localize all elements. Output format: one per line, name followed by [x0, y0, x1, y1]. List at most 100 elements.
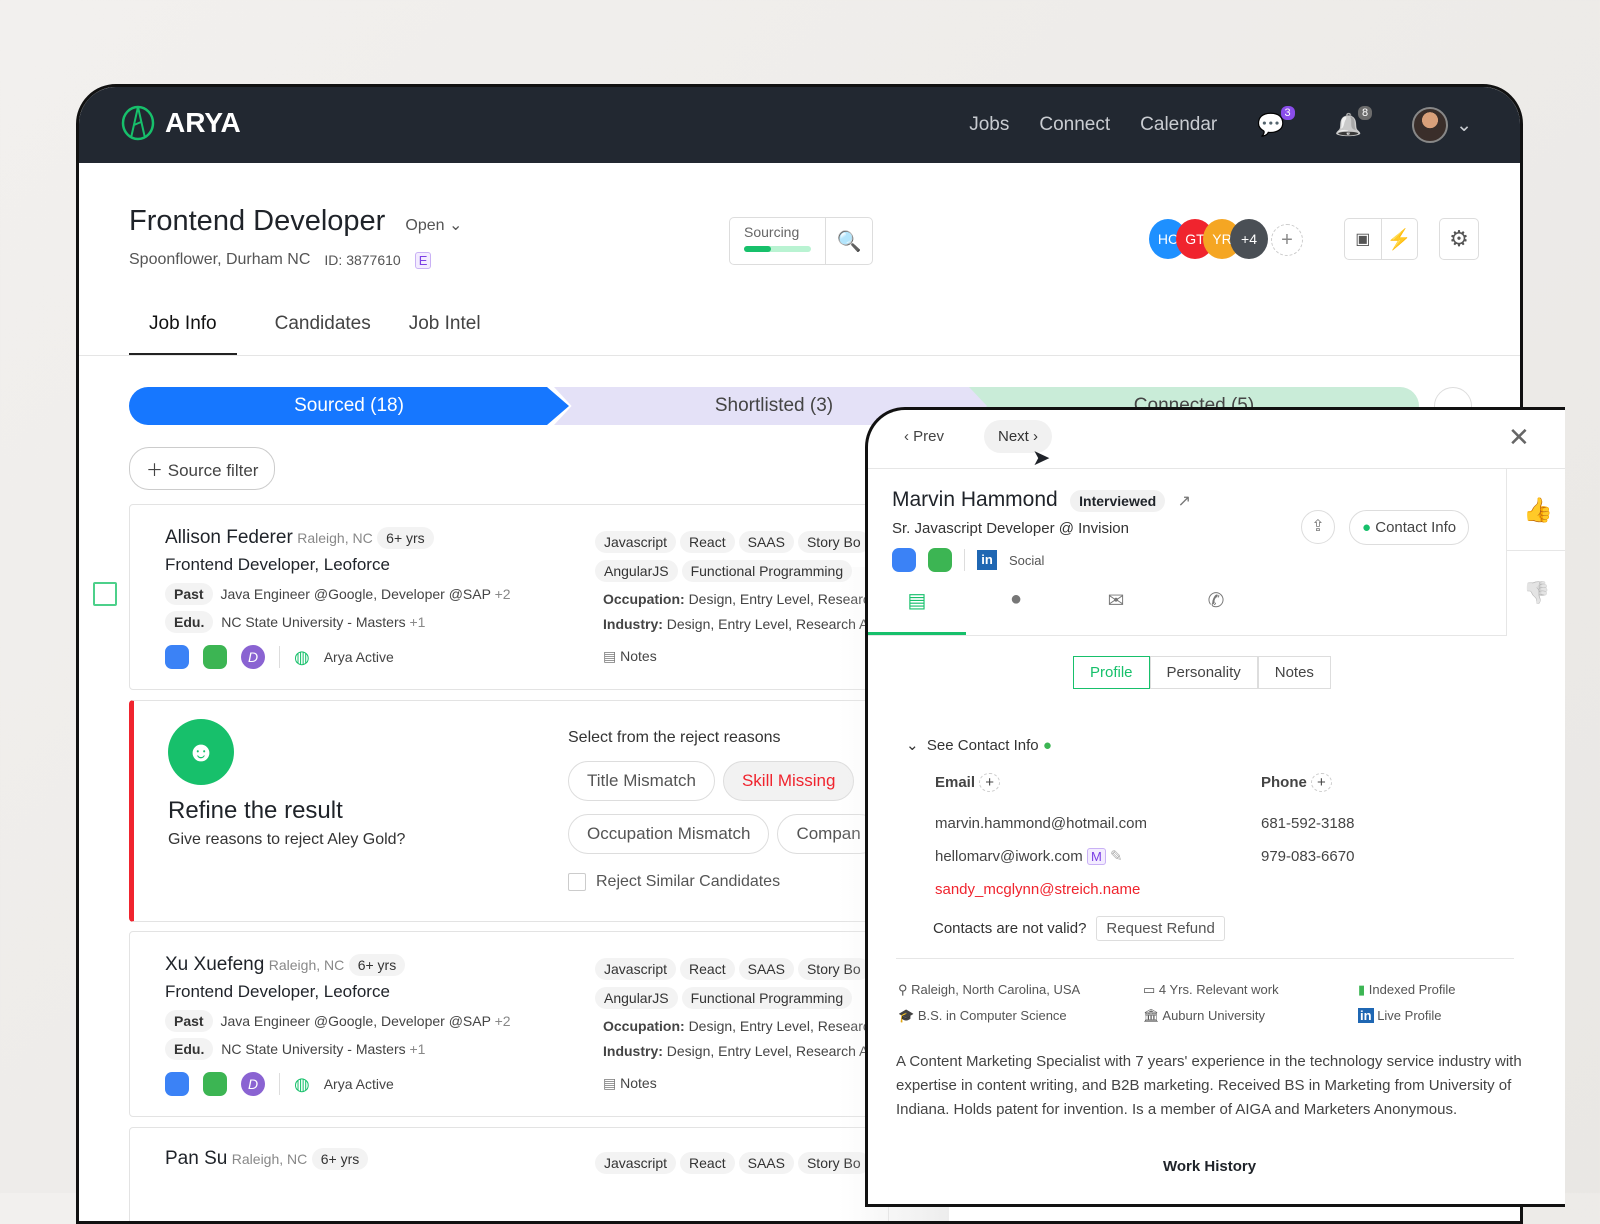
reason-skill-missing[interactable]: Skill Missing	[722, 761, 855, 801]
skill-chip: React	[680, 531, 735, 553]
sourcing-status[interactable]: Sourcing 🔍	[729, 217, 873, 265]
live-profile-link[interactable]: in Live Profile	[1358, 1008, 1442, 1023]
education: NC State University - Masters	[221, 1041, 406, 1057]
request-refund-button[interactable]: Request Refund	[1096, 916, 1225, 941]
experience-chip: 6+ yrs	[348, 954, 406, 976]
subtab-profile[interactable]: Profile	[1073, 656, 1150, 689]
past-label: Past	[165, 1010, 213, 1032]
edit-icon[interactable]: ✎	[1109, 848, 1123, 865]
brand-name: ARYA	[165, 107, 241, 138]
profile-card-icon[interactable]: ▤	[868, 588, 966, 635]
logo[interactable]: ARYA	[121, 105, 241, 141]
candidate-card[interactable]: Xu Xuefeng Raleigh, NC 6+ yrs Frontend D…	[129, 931, 889, 1117]
candidate-detail-panel: ‹ Prev Next › ✕ 👍 👎 Marvin Hammond Inter…	[865, 407, 1565, 1207]
mail-icon[interactable]: ✉	[1107, 590, 1125, 612]
social-link[interactable]: Social	[1009, 552, 1045, 568]
lightning-icon[interactable]: ⚡	[1386, 228, 1412, 251]
contact-icon: ●	[1362, 519, 1372, 536]
candidate-name: Marvin Hammond	[892, 488, 1058, 511]
tab-candidates[interactable]: Candidates	[274, 313, 371, 334]
linkedin-icon[interactable]: in	[977, 550, 997, 570]
select-candidate-checkbox[interactable]	[93, 582, 117, 606]
chat-icon[interactable]: ●	[1009, 588, 1023, 610]
tab-job-info[interactable]: Job Info	[129, 313, 237, 356]
thumbs-down-icon[interactable]: 👎	[1523, 580, 1551, 605]
user-menu[interactable]: ⌄	[1412, 107, 1472, 143]
skill-chip: Functional Programming	[681, 987, 853, 1009]
occupation-label: Occupation:	[603, 1018, 685, 1034]
tab-job-intel[interactable]: Job Intel	[408, 313, 481, 334]
source-filter-button[interactable]: ＋ Source filter	[129, 447, 276, 490]
candidate-header: Allison Federer Raleigh, NC 6+ yrs	[165, 527, 438, 549]
chatbot-icon[interactable]: ▣	[1345, 219, 1382, 259]
refine-title: Refine the result	[168, 797, 343, 824]
candidate-card[interactable]: Allison Federer Raleigh, NC 6+ yrs Front…	[129, 504, 889, 690]
occupation-value: Design, Entry Level, Researc	[688, 1018, 870, 1034]
see-contact-toggle[interactable]: ⌄ See Contact Info ●	[906, 737, 1052, 754]
email-badge: M	[1086, 848, 1106, 865]
prev-button[interactable]: ‹ Prev	[904, 428, 945, 445]
reject-similar-label: Reject Similar Candidates	[596, 873, 781, 890]
add-member-button[interactable]: +	[1271, 224, 1303, 256]
reason-occupation-mismatch[interactable]: Occupation Mismatch	[568, 814, 770, 854]
experience-fact: ▭ 4 Yrs. Relevant work	[1143, 982, 1279, 997]
team-avatars[interactable]: HC GT YR +4	[1149, 219, 1268, 259]
edu-more[interactable]: +1	[409, 614, 426, 630]
search-document-icon[interactable]: 🔍	[836, 230, 862, 253]
reject-similar-checkbox[interactable]	[568, 873, 586, 891]
stage-sourced[interactable]: Sourced (18)	[129, 387, 569, 425]
edu-more[interactable]: +1	[409, 1041, 426, 1057]
sourcing-label: Sourcing	[744, 224, 800, 240]
occupation-value: Design, Entry Level, Researc	[688, 591, 870, 607]
industry-value: Design, Entry Level, Research A	[666, 616, 869, 632]
job-status-dropdown[interactable]: Open ⌄	[405, 217, 463, 234]
add-phone-button[interactable]: +	[1311, 773, 1332, 792]
plus-icon: ＋	[146, 461, 163, 480]
phone-item[interactable]: 979-083-6670	[1261, 848, 1355, 865]
past-more[interactable]: +2	[494, 1013, 511, 1029]
verified-badge-icon	[892, 548, 916, 572]
email-item-invalid[interactable]: sandy_mcglynn@streich.name	[935, 881, 1141, 898]
skill-chip: React	[680, 1152, 735, 1174]
notes-button[interactable]: ▤ Notes	[603, 1075, 657, 1091]
subtab-notes[interactable]: Notes	[1257, 656, 1331, 689]
team-avatar[interactable]: +4	[1230, 219, 1268, 259]
nav-connect[interactable]: Connect	[1039, 114, 1111, 135]
add-email-button[interactable]: +	[979, 773, 1000, 792]
industry-label: Industry:	[603, 616, 663, 632]
skill-chip: Story Bo	[797, 531, 870, 553]
industry-value: Design, Entry Level, Research A	[666, 1043, 869, 1059]
experience-chip: 6+ yrs	[311, 1148, 369, 1170]
email-item[interactable]: hellomarv@iwork.com M ✎	[935, 848, 1123, 865]
degree-fact: 🎓 B.S. in Computer Science	[898, 1008, 1067, 1023]
candidate-name[interactable]: Pan Su	[165, 1148, 228, 1169]
candidate-name[interactable]: Allison Federer	[165, 527, 293, 548]
past-more[interactable]: +2	[494, 586, 511, 602]
email-label: Email	[935, 774, 976, 791]
messages-badge: 3	[1280, 106, 1295, 120]
experience-chip: 6+ yrs	[377, 527, 434, 549]
email-item[interactable]: marvin.hammond@hotmail.com	[935, 815, 1147, 832]
notes-button[interactable]: ▤ Notes	[603, 648, 657, 664]
bell-icon[interactable]: 🔔 8	[1335, 106, 1373, 138]
contact-info-button[interactable]: ● Contact Info	[1349, 510, 1470, 545]
phone-icon[interactable]: ✆	[1207, 590, 1225, 612]
nav-jobs[interactable]: Jobs	[969, 114, 1010, 135]
reason-title-mismatch[interactable]: Title Mismatch	[568, 761, 715, 801]
thumbs-up-icon[interactable]: 👍	[1523, 497, 1553, 524]
nav-calendar[interactable]: Calendar	[1140, 114, 1218, 135]
share-icon[interactable]: ⇪	[1301, 510, 1335, 544]
gear-icon[interactable]: ⚙	[1439, 218, 1479, 260]
candidate-name[interactable]: Xu Xuefeng	[165, 954, 265, 975]
reject-prompt: Select from the reject reasons	[568, 729, 781, 746]
messages-icon[interactable]: 💬 3	[1257, 106, 1295, 138]
past-experience: Java Engineer @Google, Developer @SAP	[220, 586, 491, 602]
candidate-card[interactable]: Pan Su Raleigh, NC 6+ yrs Javascript Reac…	[129, 1127, 889, 1221]
refine-card: ☻ Refine the result Give reasons to reje…	[129, 700, 889, 922]
phone-item[interactable]: 681-592-3188	[1261, 815, 1355, 832]
industry-label: Industry:	[603, 1043, 663, 1059]
external-link-icon[interactable]: ↗	[1177, 493, 1192, 510]
subtab-personality[interactable]: Personality	[1149, 656, 1258, 689]
close-icon[interactable]: ✕	[1508, 422, 1530, 452]
next-button[interactable]: Next ›	[984, 420, 1053, 453]
